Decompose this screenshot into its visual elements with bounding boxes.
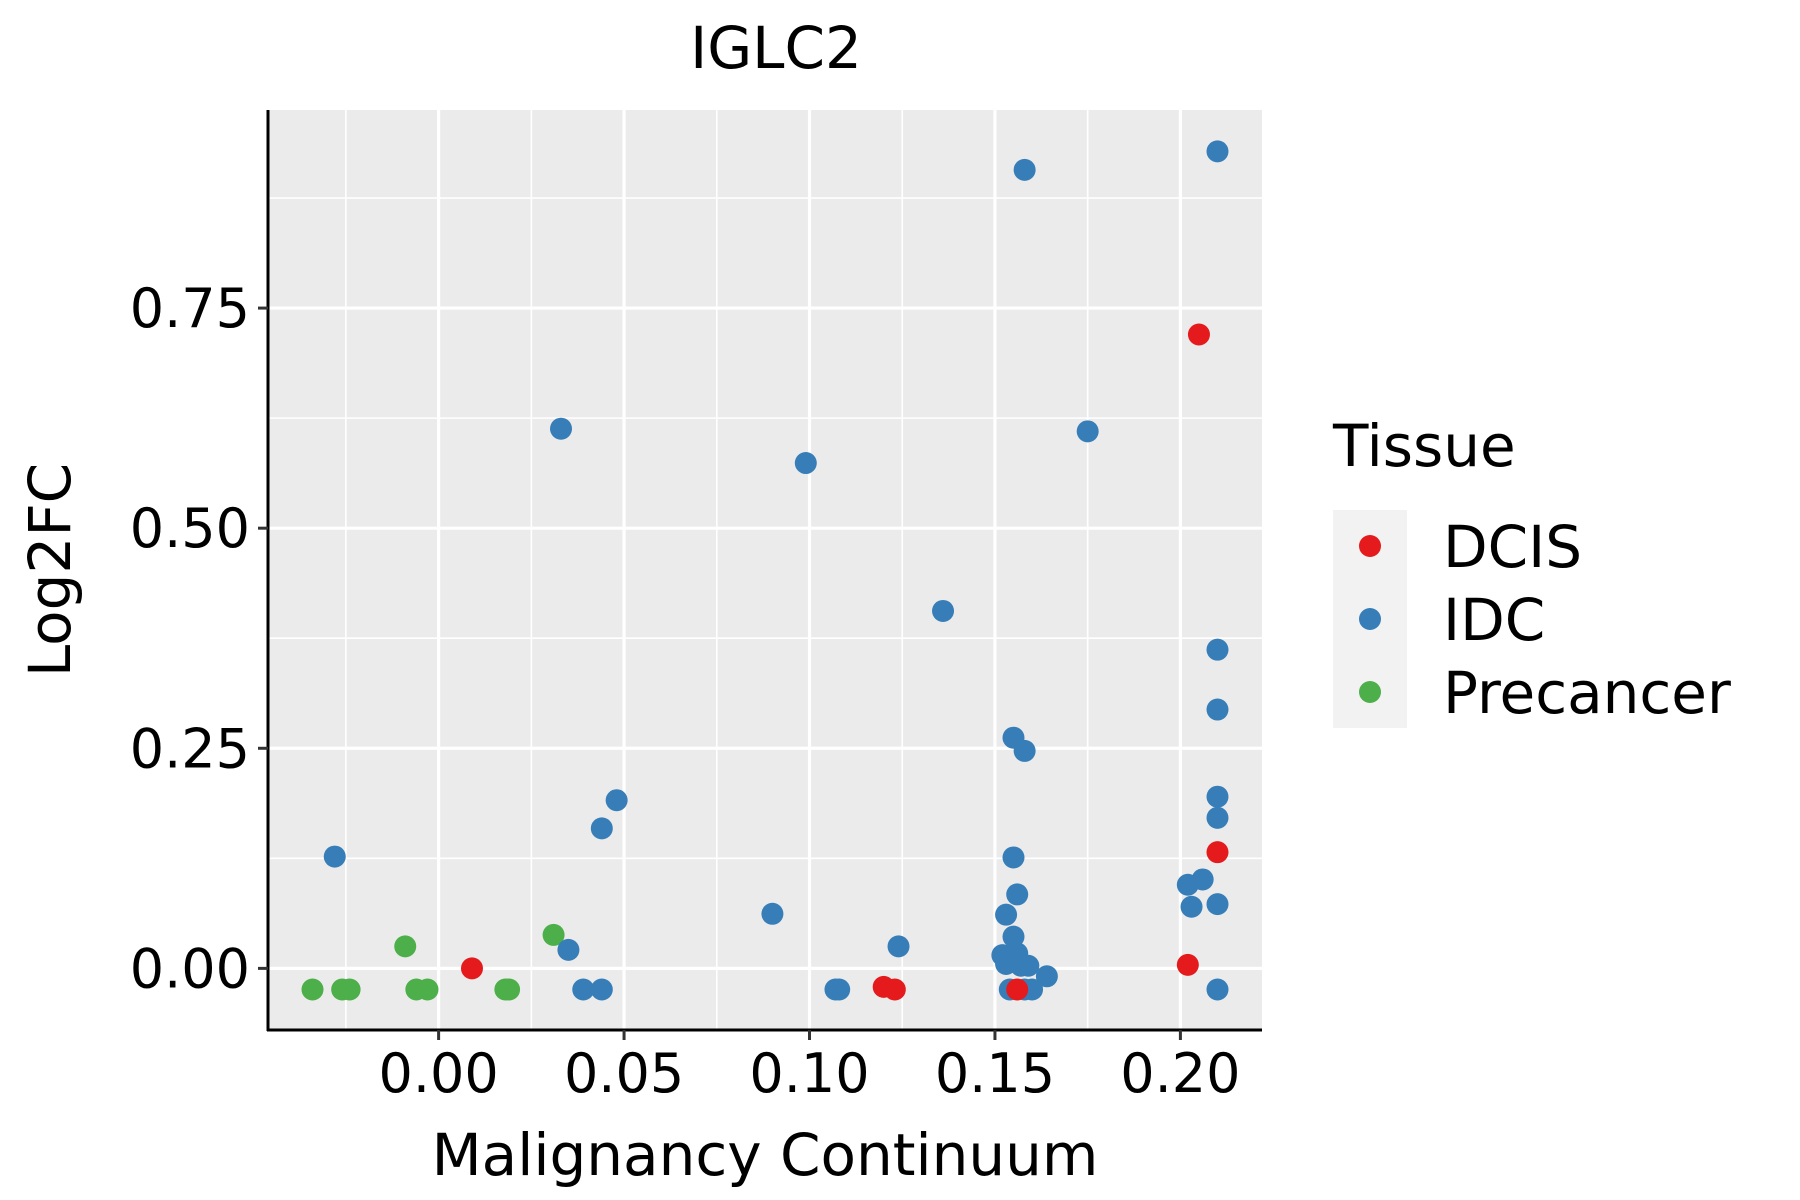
data-point-precancer — [542, 923, 565, 946]
legend-label-dcis: DCIS — [1443, 513, 1582, 581]
data-point-idc — [1180, 895, 1203, 918]
data-point-idc — [550, 417, 573, 440]
data-points — [301, 140, 1229, 1001]
data-point-idc — [1076, 420, 1099, 443]
legend-key-precancer — [1359, 681, 1381, 703]
data-point-idc — [1002, 925, 1025, 948]
data-point-idc — [1206, 785, 1229, 808]
x-tick-label: 0.00 — [378, 1042, 498, 1105]
plot-panel — [268, 110, 1262, 1030]
x-axis-title: Malignancy Continuum — [432, 1121, 1099, 1189]
data-point-idc — [1002, 846, 1025, 869]
data-point-idc — [1006, 883, 1029, 906]
x-tick-label: 0.10 — [749, 1042, 869, 1105]
data-point-precancer — [416, 978, 439, 1001]
x-tick-label: 0.15 — [935, 1042, 1055, 1105]
data-point-precancer — [498, 978, 521, 1001]
data-point-idc — [1013, 158, 1036, 181]
minor-gridlines — [268, 110, 1262, 1030]
data-point-idc — [887, 935, 910, 958]
legend-key-dcis — [1359, 535, 1381, 557]
y-axis-ticks: 0.00 0.25 0.50 0.75 — [130, 277, 268, 1000]
data-point-precancer — [394, 935, 417, 958]
legend-key-idc — [1359, 608, 1381, 630]
x-axis-ticks: 0.00 0.05 0.10 0.15 0.20 — [378, 1030, 1241, 1105]
data-point-dcis — [1187, 323, 1210, 346]
data-point-idc — [1013, 739, 1036, 762]
data-point-dcis — [1176, 953, 1199, 976]
data-point-idc — [605, 789, 628, 812]
data-point-dcis — [1006, 978, 1029, 1001]
y-tick-label: 0.75 — [130, 277, 250, 340]
legend-title: Tissue — [1332, 412, 1516, 480]
data-point-idc — [1206, 893, 1229, 916]
data-point-idc — [1206, 638, 1229, 661]
data-point-idc — [323, 845, 346, 868]
data-point-idc — [557, 938, 580, 961]
data-point-idc — [1017, 954, 1040, 977]
data-point-idc — [828, 978, 851, 1001]
data-point-idc — [1206, 140, 1229, 163]
x-tick-label: 0.05 — [564, 1042, 684, 1105]
data-point-dcis — [460, 957, 483, 980]
legend-label-idc: IDC — [1443, 586, 1545, 654]
data-point-idc — [1206, 806, 1229, 829]
data-point-dcis — [883, 978, 906, 1001]
data-point-idc — [794, 452, 817, 475]
y-axis-title: Log2FC — [16, 463, 84, 677]
data-point-idc — [572, 978, 595, 1001]
data-point-idc — [590, 817, 613, 840]
y-tick-label: 0.25 — [130, 717, 250, 780]
data-point-precancer — [301, 978, 324, 1001]
data-point-idc — [1206, 698, 1229, 721]
y-tick-label: 0.00 — [130, 937, 250, 1000]
data-point-idc — [932, 599, 955, 622]
legend-label-precancer: Precancer — [1443, 659, 1731, 727]
x-tick-label: 0.20 — [1120, 1042, 1240, 1105]
data-point-idc — [1191, 868, 1214, 891]
data-point-idc — [590, 978, 613, 1001]
data-point-precancer — [338, 978, 361, 1001]
chart-title: IGLC2 — [690, 14, 862, 82]
data-point-idc — [1035, 965, 1058, 988]
data-point-idc — [1206, 978, 1229, 1001]
y-tick-label: 0.50 — [130, 497, 250, 560]
data-point-dcis — [1206, 841, 1229, 864]
data-point-idc — [995, 903, 1018, 926]
data-point-idc — [761, 902, 784, 925]
